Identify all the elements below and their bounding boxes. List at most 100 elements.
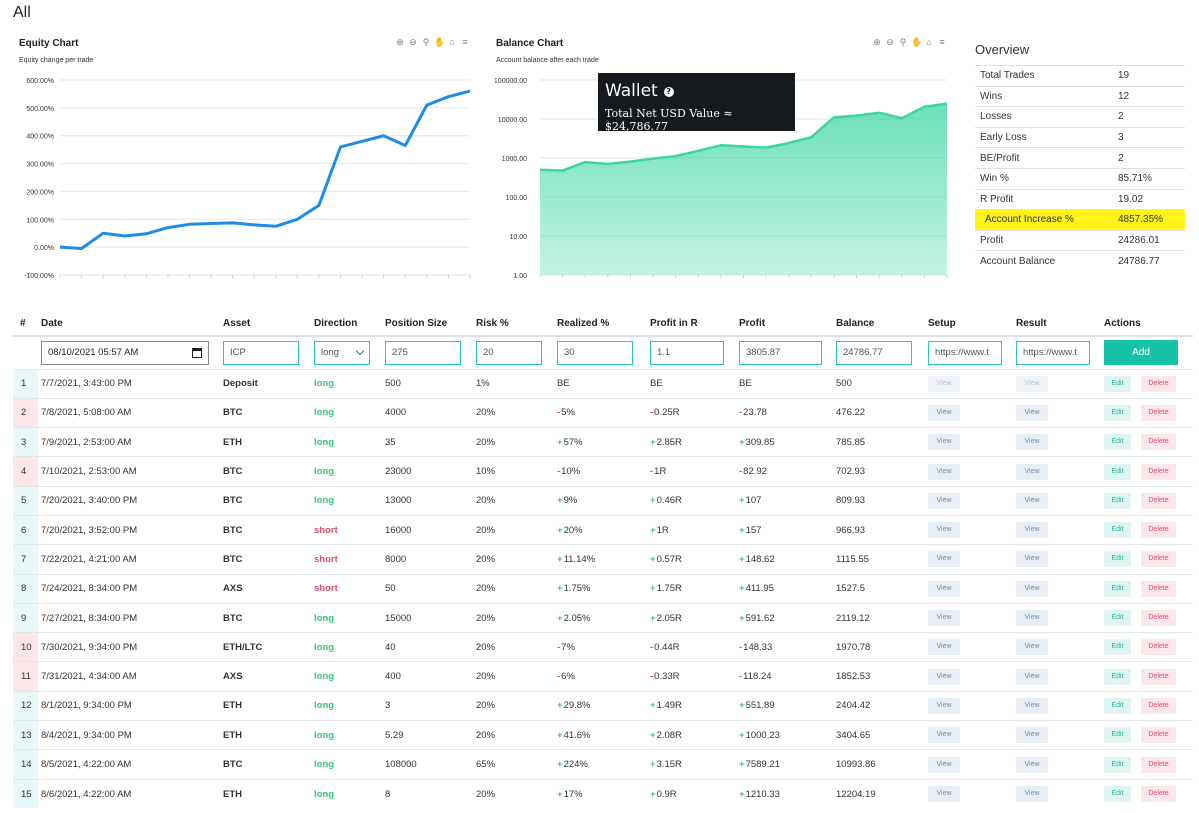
position-size-input[interactable]: 275 — [385, 340, 461, 365]
view-setup-button[interactable]: View — [928, 580, 960, 597]
view-setup-button[interactable]: View — [928, 727, 960, 744]
home-icon[interactable]: ⌂ — [449, 37, 455, 47]
zoom-out-icon[interactable]: ⊖ — [409, 37, 417, 47]
calendar-icon[interactable] — [192, 347, 202, 358]
zoom-in-icon[interactable]: ⊕ — [873, 37, 881, 47]
balance-chart-plot[interactable]: 100000.00 10000.00 1000.00 100.00 10.00 1.00 — [495, 72, 955, 284]
realized-input[interactable]: 30 — [557, 340, 633, 365]
view-result-button[interactable]: View — [1016, 551, 1048, 568]
delete-button[interactable]: Delete — [1141, 492, 1176, 509]
column-header[interactable]: Result — [1013, 312, 1101, 337]
view-setup-button[interactable]: View — [928, 375, 960, 392]
column-header[interactable]: Profit — [736, 312, 833, 337]
view-setup-button[interactable]: View — [928, 404, 960, 421]
view-result-button[interactable]: View — [1016, 492, 1048, 509]
view-result-button[interactable]: View — [1016, 434, 1048, 451]
column-header[interactable]: Position Size — [382, 312, 473, 337]
column-header[interactable]: Setup — [925, 312, 1013, 337]
delete-button[interactable]: Delete — [1141, 375, 1176, 392]
delete-button[interactable]: Delete — [1141, 786, 1176, 803]
view-setup-button[interactable]: View — [928, 434, 960, 451]
view-setup-button[interactable]: View — [928, 463, 960, 480]
view-result-button[interactable]: View — [1016, 522, 1048, 539]
magnify-icon[interactable]: ⚲ — [899, 37, 907, 47]
add-trade-button[interactable]: Add — [1104, 340, 1178, 366]
result-input[interactable]: https://www.t — [1016, 340, 1090, 365]
edit-button[interactable]: Edit — [1104, 786, 1131, 803]
edit-button[interactable]: Edit — [1104, 492, 1131, 509]
view-result-button[interactable]: View — [1016, 697, 1048, 714]
edit-button[interactable]: Edit — [1104, 375, 1131, 392]
profit-input[interactable]: 3805.87 — [739, 340, 822, 365]
view-result-button[interactable]: View — [1016, 727, 1048, 744]
view-setup-button[interactable]: View — [928, 639, 960, 656]
setup-input[interactable]: https://www.t — [928, 340, 1002, 365]
direction-select[interactable]: long — [314, 340, 370, 365]
delete-button[interactable]: Delete — [1141, 727, 1176, 744]
edit-button[interactable]: Edit — [1104, 551, 1131, 568]
risk-input[interactable]: 20 — [476, 340, 542, 365]
view-setup-button[interactable]: View — [928, 668, 960, 685]
column-header[interactable]: Balance — [833, 312, 925, 337]
view-setup-button[interactable]: View — [928, 756, 960, 773]
view-result-button[interactable]: View — [1016, 668, 1048, 685]
view-setup-button[interactable]: View — [928, 697, 960, 714]
delete-button[interactable]: Delete — [1141, 463, 1176, 480]
column-header[interactable]: Realized % — [554, 312, 647, 337]
view-result-button[interactable]: View — [1016, 463, 1048, 480]
view-result-button[interactable]: View — [1016, 580, 1048, 597]
delete-button[interactable]: Delete — [1141, 404, 1176, 421]
column-header[interactable]: Profit in R — [647, 312, 736, 337]
delete-button[interactable]: Delete — [1141, 668, 1176, 685]
question-circle-icon[interactable]: ? — [663, 87, 674, 97]
pan-hand-icon[interactable]: ✋ — [911, 37, 923, 47]
edit-button[interactable]: Edit — [1104, 639, 1131, 656]
view-result-button[interactable]: View — [1016, 404, 1048, 421]
menu-icon[interactable]: ≡ — [939, 37, 945, 47]
delete-button[interactable]: Delete — [1141, 697, 1176, 714]
column-header[interactable]: Asset — [220, 312, 311, 337]
view-result-button[interactable]: View — [1016, 756, 1048, 773]
menu-icon[interactable]: ≡ — [462, 37, 468, 47]
balance-input[interactable]: 24786.77 — [836, 340, 912, 365]
asset-input[interactable]: ICP — [223, 340, 299, 365]
edit-button[interactable]: Edit — [1104, 580, 1131, 597]
delete-button[interactable]: Delete — [1141, 610, 1176, 627]
equity-chart-plot[interactable]: 600.00% 500.00% 400.00% 300.00% 200.00% 100.0… — [18, 72, 478, 284]
edit-button[interactable]: Edit — [1104, 522, 1131, 539]
zoom-in-icon[interactable]: ⊕ — [396, 37, 404, 47]
delete-button[interactable]: Delete — [1141, 756, 1176, 773]
edit-button[interactable]: Edit — [1104, 727, 1131, 744]
delete-button[interactable]: Delete — [1141, 434, 1176, 451]
edit-button[interactable]: Edit — [1104, 756, 1131, 773]
delete-button[interactable]: Delete — [1141, 522, 1176, 539]
pan-hand-icon[interactable]: ✋ — [434, 37, 446, 47]
view-setup-button[interactable]: View — [928, 551, 960, 568]
view-setup-button[interactable]: View — [928, 786, 960, 803]
home-icon[interactable]: ⌂ — [926, 37, 932, 47]
edit-button[interactable]: Edit — [1104, 434, 1131, 451]
column-header[interactable]: # — [13, 312, 38, 337]
edit-button[interactable]: Edit — [1104, 404, 1131, 421]
delete-button[interactable]: Delete — [1141, 580, 1176, 597]
edit-button[interactable]: Edit — [1104, 668, 1131, 685]
date-input[interactable]: 08/10/2021 05:57 AM — [41, 340, 209, 365]
column-header[interactable]: Direction — [311, 312, 382, 337]
view-result-button[interactable]: View — [1016, 786, 1048, 803]
edit-button[interactable]: Edit — [1104, 463, 1131, 480]
view-setup-button[interactable]: View — [928, 492, 960, 509]
view-result-button[interactable]: View — [1016, 639, 1048, 656]
column-header[interactable]: Actions — [1101, 312, 1193, 337]
view-setup-button[interactable]: View — [928, 522, 960, 539]
zoom-out-icon[interactable]: ⊖ — [886, 37, 894, 47]
delete-button[interactable]: Delete — [1141, 639, 1176, 656]
view-result-button[interactable]: View — [1016, 610, 1048, 627]
magnify-icon[interactable]: ⚲ — [422, 37, 430, 47]
view-result-button[interactable]: View — [1016, 375, 1048, 392]
profit-r-input[interactable]: 1.1 — [650, 340, 724, 365]
edit-button[interactable]: Edit — [1104, 697, 1131, 714]
column-header[interactable]: Risk % — [473, 312, 554, 337]
view-setup-button[interactable]: View — [928, 610, 960, 627]
delete-button[interactable]: Delete — [1141, 551, 1176, 568]
column-header[interactable]: Date — [38, 312, 220, 337]
